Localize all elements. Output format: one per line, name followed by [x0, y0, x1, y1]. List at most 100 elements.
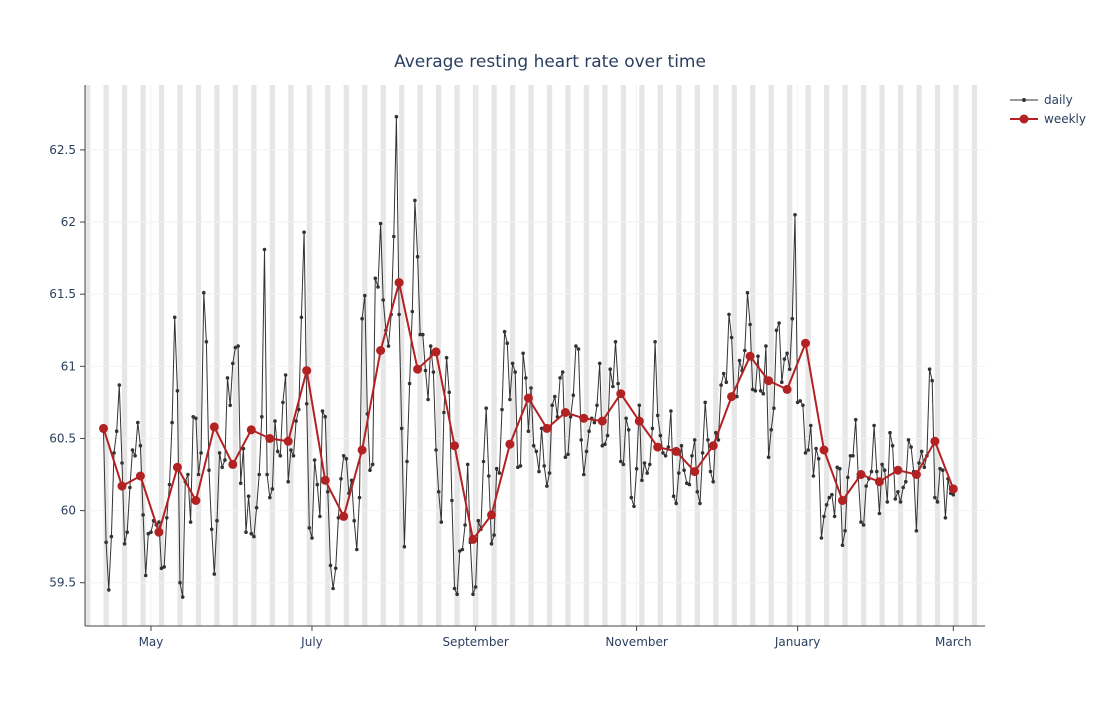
daily-point: [600, 443, 605, 448]
weekly-point: [893, 465, 903, 475]
daily-point: [487, 474, 491, 478]
legend-item-weekly[interactable]: weekly: [1010, 112, 1086, 126]
daily-point: [413, 198, 417, 203]
daily-point: [209, 527, 214, 532]
daily-point: [790, 316, 795, 321]
daily-point: [914, 529, 919, 533]
weekly-point: [117, 481, 127, 491]
weekend-band: [214, 85, 220, 626]
daily-point: [236, 344, 240, 348]
weekend-band: [121, 85, 128, 626]
daily-point: [896, 490, 900, 494]
daily-point: [455, 592, 459, 597]
daily-point: [473, 585, 478, 589]
daily-point: [109, 534, 114, 539]
daily-point: [146, 531, 151, 536]
weekend-band: [897, 85, 904, 626]
daily-point: [363, 293, 367, 298]
daily-point: [629, 495, 634, 500]
weekend-band: [565, 85, 571, 626]
weekly-series: [99, 278, 958, 544]
daily-point: [692, 438, 697, 442]
daily-point: [743, 348, 747, 353]
daily-point: [542, 464, 546, 468]
daily-point: [885, 500, 890, 504]
daily-point: [244, 530, 248, 534]
weekend-band: [824, 85, 830, 626]
weekly-point: [671, 446, 681, 456]
daily-point: [632, 504, 636, 509]
daily-point: [458, 549, 462, 553]
daily-point: [616, 381, 620, 386]
daily-point: [394, 114, 399, 119]
daily-point: [801, 403, 805, 408]
daily-point: [510, 361, 515, 366]
daily-point: [882, 468, 887, 473]
daily-point: [648, 462, 652, 467]
daily-point: [194, 416, 198, 421]
daily-point: [880, 462, 884, 467]
weekly-point: [874, 477, 884, 487]
daily-point: [215, 518, 219, 523]
daily-point: [376, 285, 380, 289]
weekly-point: [320, 475, 330, 485]
weekly-point: [172, 462, 182, 472]
weekly-point: [487, 510, 496, 520]
weekly-point: [450, 441, 459, 451]
daily-point: [898, 500, 903, 504]
daily-point: [930, 378, 934, 383]
daily-point: [851, 454, 855, 458]
weekend-band: [399, 85, 405, 626]
daily-point: [861, 523, 866, 527]
daily-point: [798, 399, 802, 403]
daily-point: [761, 391, 766, 396]
daily-point: [323, 415, 328, 419]
daily-point: [410, 309, 415, 314]
weekly-point: [560, 408, 570, 417]
daily-point: [698, 501, 702, 506]
daily-point: [378, 221, 383, 226]
daily-point: [257, 472, 262, 477]
legend-item-daily[interactable]: daily: [1010, 93, 1073, 107]
weekend-band: [177, 85, 183, 626]
daily-point: [494, 466, 499, 471]
weekend-shading: [85, 85, 978, 626]
daily-point: [724, 380, 729, 385]
daily-point: [423, 368, 428, 373]
daily-point: [275, 449, 280, 454]
daily-point: [669, 409, 673, 413]
daily-point: [679, 443, 684, 448]
daily-point: [951, 492, 956, 497]
weekend-band: [140, 85, 146, 626]
legend[interactable]: daily weekly: [1010, 93, 1086, 126]
daily-point: [785, 351, 789, 356]
daily-point: [178, 580, 182, 585]
daily-point: [777, 321, 781, 325]
daily-point: [175, 389, 180, 393]
daily-point: [159, 566, 164, 571]
daily-point: [299, 315, 304, 320]
daily-point: [341, 454, 346, 458]
daily-point: [603, 442, 607, 447]
weekly-point: [782, 384, 792, 394]
weekly-point: [653, 442, 663, 452]
daily-point: [170, 420, 174, 425]
daily-point: [130, 448, 135, 452]
daily-point: [502, 329, 507, 334]
weekend-band: [417, 85, 423, 626]
weekly-point: [191, 496, 201, 505]
daily-point: [225, 376, 230, 380]
weekend-band: [491, 85, 497, 626]
daily-point: [265, 472, 269, 477]
daily-point: [859, 520, 863, 524]
daily-point: [386, 344, 391, 348]
daily-point: [787, 367, 792, 372]
weekend-band: [713, 85, 719, 626]
daily-point: [901, 485, 905, 490]
daily-point: [571, 393, 576, 398]
daily-point: [758, 389, 763, 393]
daily-point: [869, 469, 874, 474]
daily-point: [421, 332, 425, 337]
weekend-band: [602, 85, 608, 626]
